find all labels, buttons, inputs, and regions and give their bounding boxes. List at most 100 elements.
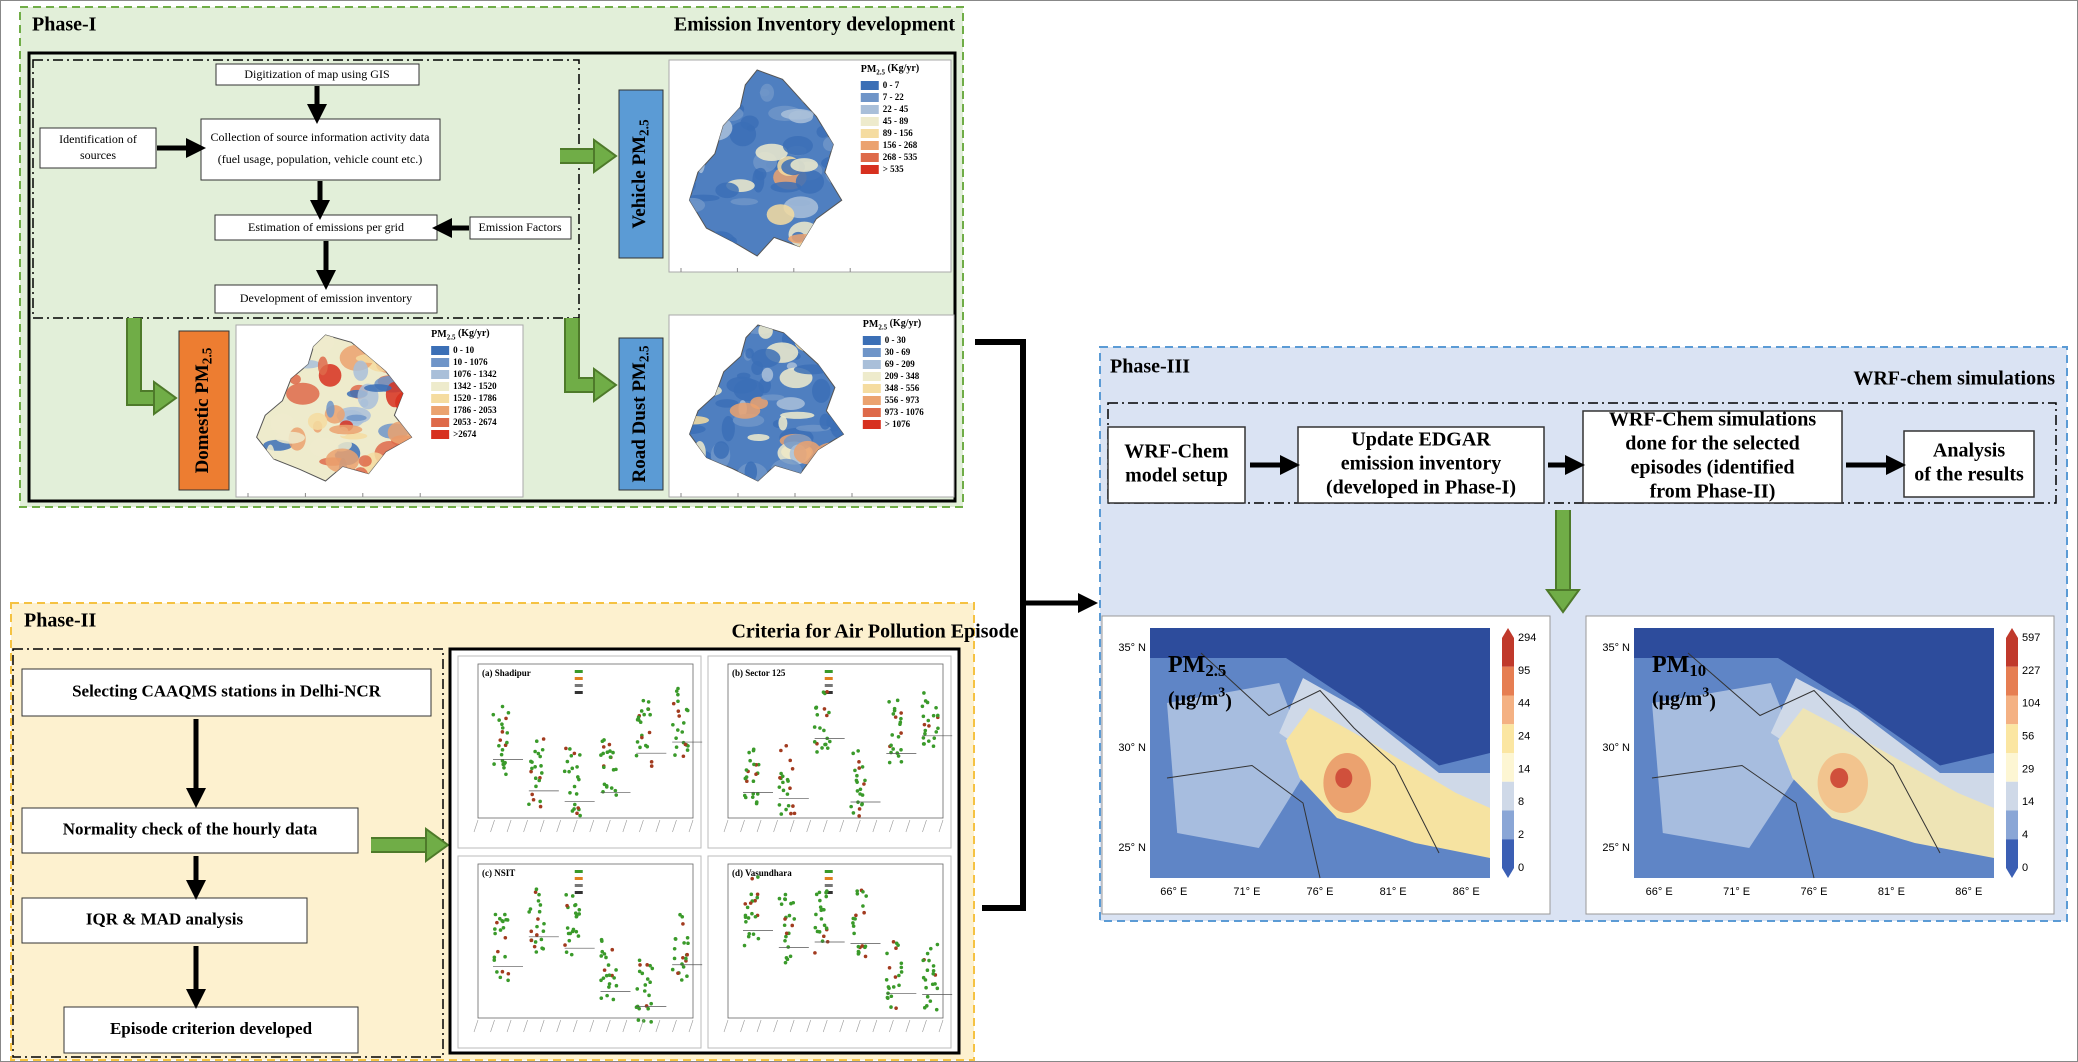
legend-swatch (861, 153, 879, 162)
label-text: PM (1652, 652, 1689, 678)
plot-point (610, 948, 614, 952)
plot-point (637, 1007, 641, 1011)
colorbar-segment (1502, 811, 1514, 840)
plot-point (600, 938, 604, 942)
colorbar-segment (1502, 782, 1514, 811)
plot-point (575, 765, 579, 769)
phase-label: Phase-II (24, 610, 96, 632)
plot-point (933, 982, 937, 986)
plot-point (649, 1020, 653, 1024)
plot-point (789, 954, 793, 958)
map-cell (346, 415, 366, 421)
plot-point (503, 955, 507, 959)
legend-label: 89 - 156 (883, 128, 913, 138)
plot-point (604, 956, 608, 960)
legend-label: > 535 (883, 164, 904, 174)
plot-point (820, 917, 824, 921)
plot-point (923, 1006, 927, 1010)
colorbar-label: 44 (1518, 698, 1530, 710)
source-label: Domestic PM2.5 (192, 347, 214, 473)
plot-legend-swatch (575, 870, 583, 873)
plot-point (538, 755, 542, 759)
plot-point (825, 926, 829, 930)
plot-point (793, 812, 797, 816)
plot-point (894, 946, 898, 950)
colorbar-label: 0 (1518, 862, 1524, 874)
plot-point (815, 713, 819, 717)
plot-point (575, 811, 579, 815)
plot-legend-swatch (825, 684, 833, 687)
legend-label: 7 - 22 (883, 92, 904, 102)
colorbar-segment (1502, 724, 1514, 753)
plot-point (541, 947, 545, 951)
plot-point (894, 975, 898, 979)
plot-point (564, 747, 568, 751)
plot-point (900, 760, 904, 764)
plot-point (570, 767, 574, 771)
plot-point (752, 763, 756, 767)
legend-swatch (431, 358, 449, 367)
wrf-field (1335, 768, 1352, 788)
plot-point (568, 747, 572, 751)
plot-point (924, 986, 928, 990)
plot-point (897, 735, 901, 739)
plot-point (646, 707, 650, 711)
plot-point (527, 802, 531, 806)
label-text: (μg/m (1168, 688, 1219, 710)
plot-point (894, 715, 898, 719)
map-cell (762, 368, 773, 382)
colorbar-label: 24 (1518, 730, 1530, 742)
plot-point (497, 718, 501, 722)
plot-point (816, 930, 820, 934)
plot-point (570, 953, 574, 957)
plot-point (747, 935, 751, 939)
plot-point (534, 785, 538, 789)
plot-point (491, 713, 495, 717)
plot-point (640, 736, 644, 740)
plot-point (614, 793, 618, 797)
plot-legend-swatch (575, 670, 583, 673)
plot-point (673, 947, 677, 951)
panel-title: (a) Shadipur (482, 668, 531, 678)
plot-point (568, 791, 572, 795)
map-cell (761, 394, 785, 400)
process-text: model setup (1125, 465, 1228, 487)
phase-title: Emission Inventory development (674, 14, 955, 36)
plot-point (576, 806, 580, 810)
plot-point (501, 763, 505, 767)
legend-label: 348 - 556 (885, 383, 920, 393)
legend-swatch (863, 336, 881, 345)
plot-point (603, 952, 607, 956)
plot-point (638, 963, 642, 967)
plot-point (642, 699, 646, 703)
plot-point (686, 936, 690, 940)
plot-point (537, 779, 541, 783)
plot-point (533, 945, 537, 949)
process-box (201, 119, 440, 180)
process-text: emission inventory (1341, 453, 1502, 475)
legend-label: 1520 - 1786 (453, 393, 497, 403)
plot-point (898, 722, 902, 726)
process-text: IQR & MAD analysis (86, 909, 244, 928)
plot-point (503, 913, 507, 917)
plot-point (932, 744, 936, 748)
legend-label: 973 - 1076 (885, 407, 924, 417)
plot-point (927, 724, 931, 728)
legend-label: 0 - 10 (453, 345, 474, 355)
plot-point (813, 725, 817, 729)
plot-point (892, 985, 896, 989)
plot-point (507, 711, 511, 715)
plot-point (935, 1008, 939, 1012)
plot-point (603, 968, 607, 972)
colorbar-label: 56 (2022, 730, 2034, 742)
plot-point (784, 744, 788, 748)
plot-point (818, 726, 822, 730)
legend-swatch (431, 382, 449, 391)
plot-point (887, 986, 891, 990)
lon-label: 86° E (1453, 886, 1480, 898)
plot-point (650, 764, 654, 768)
plot-point (535, 950, 539, 954)
lat-label: 35° N (1118, 642, 1146, 654)
map-cell (731, 198, 759, 205)
process-text: (developed in Phase-I) (1326, 477, 1516, 499)
